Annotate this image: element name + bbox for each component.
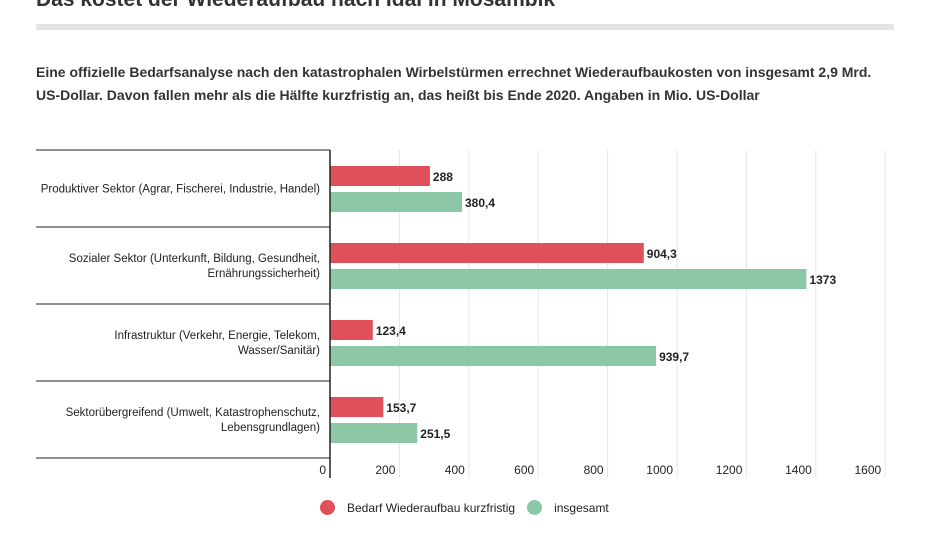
x-tick-label: 1400 xyxy=(785,463,812,477)
category-label: Produktiver Sektor (Agrar, Fischerei, In… xyxy=(41,184,320,196)
x-tick-label: 800 xyxy=(584,463,604,477)
bar-kurzfristig xyxy=(330,243,644,263)
x-tick-label: 400 xyxy=(445,463,465,477)
bar-value-label: 251,5 xyxy=(420,427,450,441)
bar-insgesamt xyxy=(330,346,657,366)
x-tick-label: 1200 xyxy=(716,463,743,477)
x-tick-label: 1000 xyxy=(646,463,673,477)
legend-label-kurzfristig: Bedarf Wiederaufbau kurzfristig xyxy=(347,500,516,515)
bar-value-label: 153,7 xyxy=(386,401,416,415)
bar-kurzfristig xyxy=(330,397,384,417)
chart-title: Das kostet der Wiederaufbau nach Idai in… xyxy=(36,0,555,12)
category-label: Lebensgrundlagen) xyxy=(221,422,320,434)
category-label: Infrastruktur (Verkehr, Energie, Telekom… xyxy=(114,330,320,342)
bar-kurzfristig xyxy=(330,166,430,186)
category-label: Sektorübergreifend (Umwelt, Katastrophen… xyxy=(66,407,320,419)
bar-insgesamt xyxy=(330,269,807,289)
bar-insgesamt xyxy=(330,423,418,443)
x-tick-label: 600 xyxy=(514,463,534,477)
x-tick-label: 1600 xyxy=(854,463,881,477)
chart-description: Eine offizielle Bedarfsanalyse nach den … xyxy=(36,64,872,103)
bar-value-label: 1373 xyxy=(809,273,836,287)
bar-insgesamt xyxy=(330,192,462,212)
category-label: Wasser/Sanitär) xyxy=(238,345,320,357)
bar-value-label: 939,7 xyxy=(659,350,689,364)
bar-kurzfristig xyxy=(330,320,373,340)
category-label: Ernährungssicherheit) xyxy=(207,268,320,280)
title-divider xyxy=(36,24,894,30)
x-tick-label: 200 xyxy=(375,463,395,477)
legend: Bedarf Wiederaufbau kurzfristig insgesam… xyxy=(320,500,609,515)
bar-value-label: 288 xyxy=(433,170,453,184)
legend-swatch-insgesamt xyxy=(527,500,543,515)
bar-value-label: 123,4 xyxy=(376,324,406,338)
legend-swatch-kurzfristig xyxy=(320,500,335,515)
bar-value-label: 380,4 xyxy=(465,196,495,210)
legend-label-insgesamt: insgesamt xyxy=(554,500,609,515)
category-label: Sozialer Sektor (Unterkunft, Bildung, Ge… xyxy=(69,253,320,265)
bar-value-label: 904,3 xyxy=(647,247,677,261)
x-tick-label: 0 xyxy=(319,463,326,477)
